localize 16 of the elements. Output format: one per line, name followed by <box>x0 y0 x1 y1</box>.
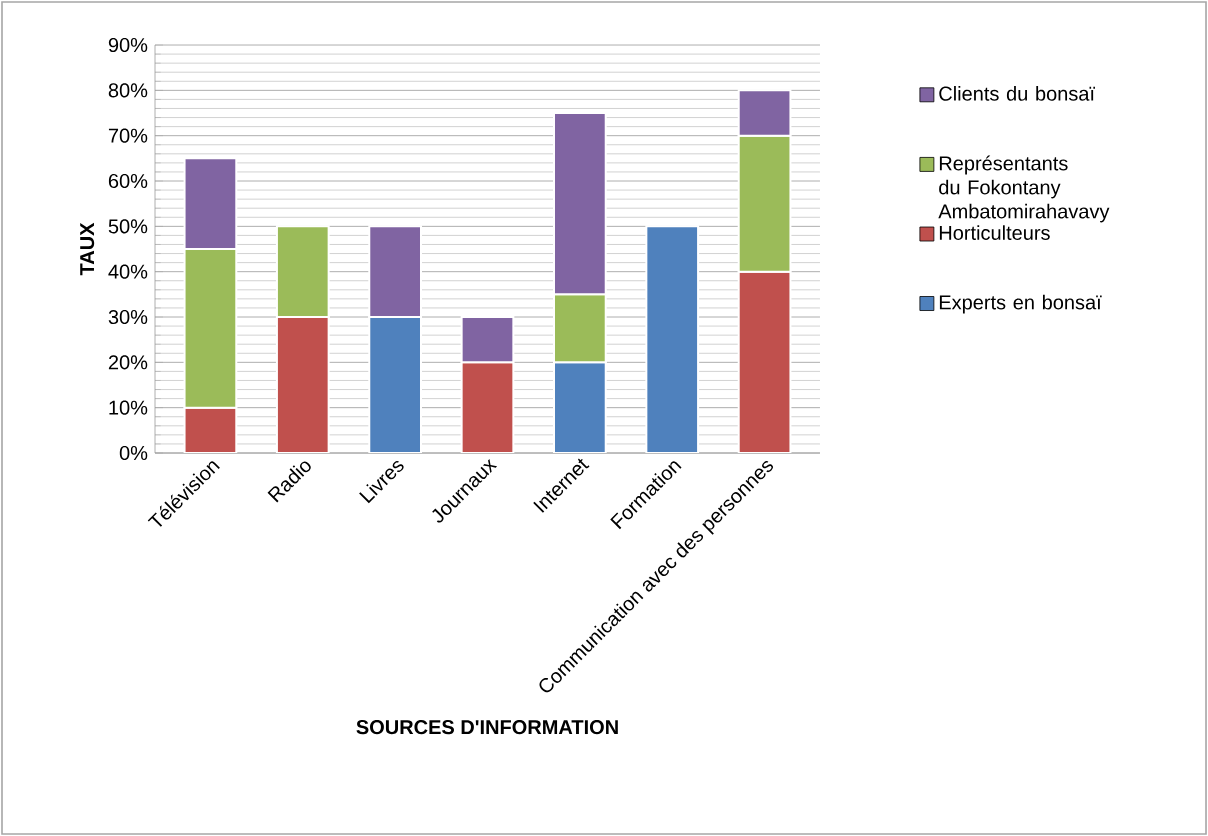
legend-label: Horticulteurs <box>939 225 1050 240</box>
y-tick-label: 0% <box>119 445 148 461</box>
y-tick-label: 50% <box>108 219 148 234</box>
x-axis-title: SOURCES D'INFORMATION <box>356 720 618 735</box>
y-tick-label: 90% <box>108 37 148 53</box>
legend-label: Clients du bonsaï <box>939 86 1095 101</box>
y-tick-label: 40% <box>108 264 148 279</box>
y-tick-label: 80% <box>108 83 148 98</box>
y-tick-label: 70% <box>108 128 148 143</box>
y-tick-label: 30% <box>108 309 148 325</box>
y-axis-title: TAUX <box>80 222 95 276</box>
legend-label: Représentants du Fokontany Ambatomirahavavy <box>938 155 1110 223</box>
y-tick-label: 20% <box>108 355 148 370</box>
y-tick-label: 10% <box>109 400 148 415</box>
y-tick-label: 60% <box>108 173 148 189</box>
legend-label: Experts en bonsaï <box>939 294 1102 314</box>
